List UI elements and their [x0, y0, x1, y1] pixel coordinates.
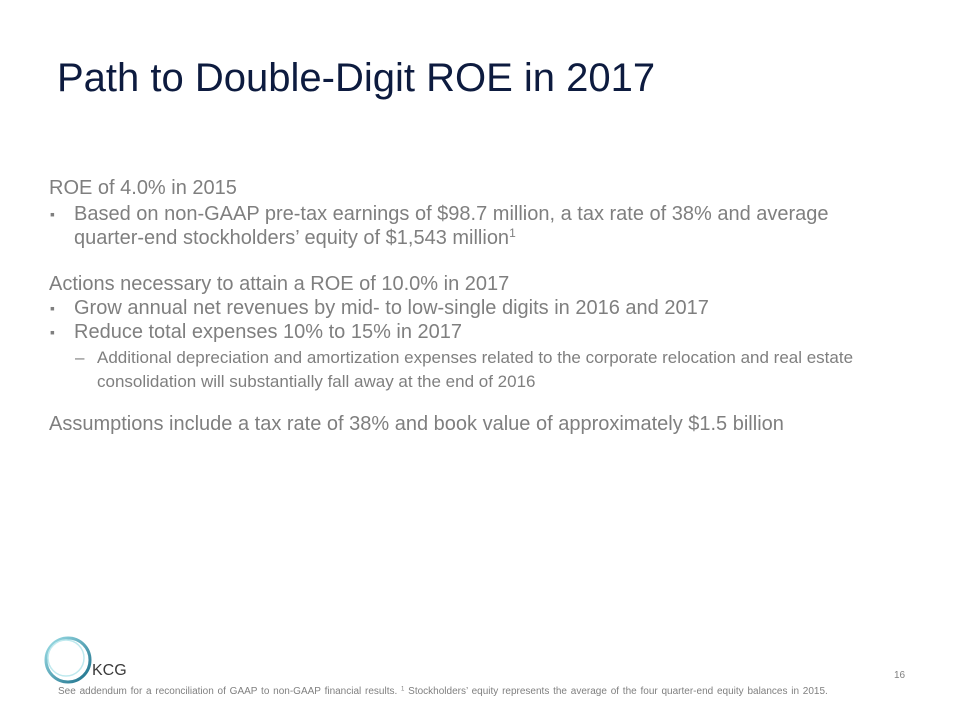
- sub-bullet: Additional depreciation and amortization…: [75, 346, 887, 394]
- section-heading: Actions necessary to attain a ROE of 10.…: [49, 273, 510, 295]
- logo-mark: [44, 636, 92, 684]
- footnote-text: Stockholders’ equity represents the aver…: [408, 686, 828, 697]
- bullet-text: Based on non-GAAP pre-tax earnings of $9…: [74, 203, 829, 249]
- footnote-ref: 1: [509, 225, 516, 240]
- section-heading: Assumptions include a tax rate of 38% an…: [49, 413, 784, 435]
- bullet: Based on non-GAAP pre-tax earnings of $9…: [50, 202, 904, 250]
- footnote-text: See addendum for a reconciliation of GAA…: [58, 686, 398, 697]
- logo-text: KCG: [92, 662, 127, 679]
- section-heading: ROE of 4.0% in 2015: [49, 177, 237, 199]
- bullet: Grow annual net revenues by mid- to low-…: [50, 296, 904, 320]
- bullet: Reduce total expenses 10% to 15% in 2017: [50, 320, 904, 344]
- page-number: 16: [894, 670, 906, 681]
- footnote-ref: 1: [401, 686, 405, 693]
- slide-title: Path to Double-Digit ROE in 2017: [57, 56, 656, 100]
- footnote: See addendum for a reconciliation of GAA…: [58, 686, 828, 697]
